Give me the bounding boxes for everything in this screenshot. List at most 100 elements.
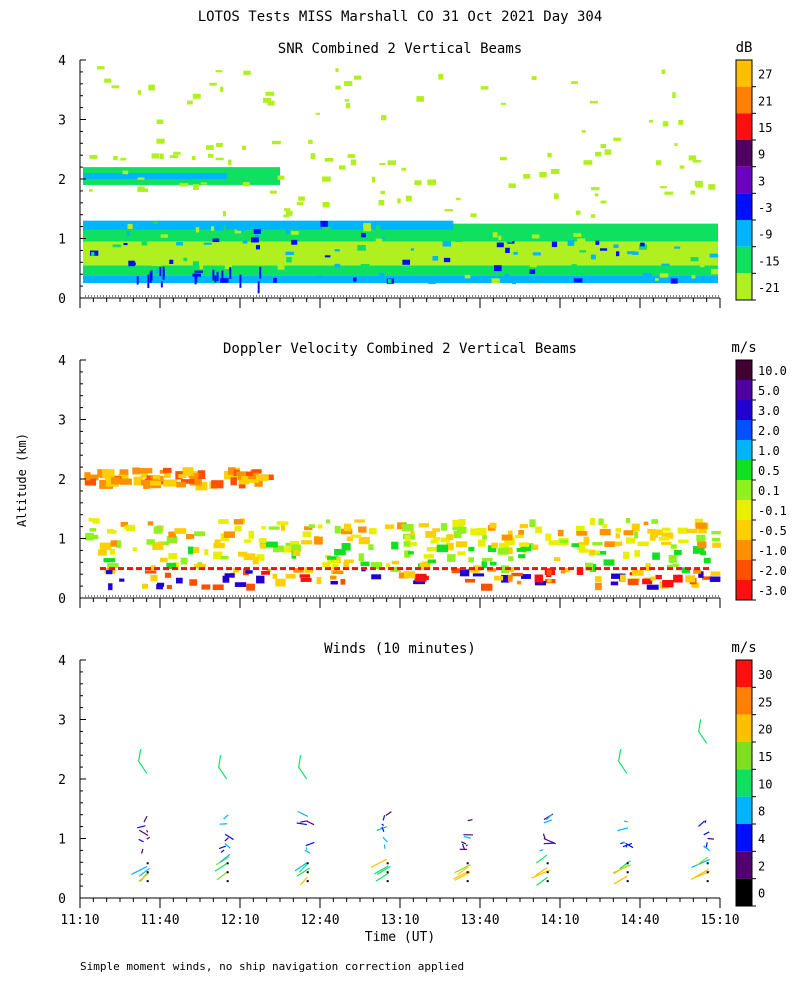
colorbar-frame — [735, 59, 753, 301]
wind-point — [466, 871, 469, 874]
doppler-cell — [433, 567, 439, 571]
snr-speckle — [169, 155, 179, 159]
wind-point — [226, 862, 229, 865]
doppler-cell — [693, 569, 702, 574]
doppler-cell — [534, 580, 547, 586]
doppler-cell — [397, 567, 403, 571]
doppler-cell — [256, 575, 265, 584]
snr-speckle — [376, 225, 381, 231]
doppler-cell — [658, 567, 664, 571]
doppler-cell — [325, 567, 331, 571]
colorbar-frame — [735, 659, 753, 907]
snr-speckle — [674, 246, 681, 249]
doppler-cell — [391, 560, 400, 565]
wind-barb — [146, 829, 149, 833]
doppler-cell — [645, 563, 651, 572]
colorbar-swatch — [736, 500, 752, 520]
doppler-cell — [497, 548, 509, 555]
doppler-cell — [401, 524, 414, 532]
doppler-cell — [560, 570, 566, 574]
doppler-cell — [109, 567, 115, 571]
snr-speckle — [380, 190, 386, 195]
doppler-cell — [476, 527, 487, 536]
wind-barb — [224, 837, 229, 842]
x-tick-label: 15:10 — [700, 913, 739, 928]
doppler-cell — [236, 471, 245, 477]
snr-speckle — [491, 278, 500, 284]
wind-barb — [300, 820, 308, 823]
doppler-cell — [595, 551, 607, 555]
doppler-cell — [696, 534, 706, 542]
snr-speckle — [91, 251, 95, 257]
doppler-cell — [691, 582, 700, 588]
doppler-cell — [459, 569, 470, 577]
doppler-cell — [595, 576, 602, 582]
doppler-cell — [146, 539, 155, 545]
wind-barb — [622, 842, 633, 848]
doppler-cell — [168, 552, 178, 560]
snr-speckle — [130, 262, 136, 266]
snr-speckle — [162, 269, 165, 277]
snr-speckle — [573, 278, 583, 283]
doppler-cell — [487, 545, 497, 553]
doppler-cell — [238, 481, 246, 489]
doppler-cell — [334, 548, 346, 556]
wind-point — [386, 871, 389, 874]
snr-speckle — [205, 145, 214, 150]
wind-barb — [467, 819, 473, 822]
doppler-cell — [627, 578, 639, 586]
wind-barb — [454, 871, 471, 881]
snr-speckle — [159, 153, 164, 160]
doppler-cell — [308, 524, 315, 528]
doppler-cell — [110, 477, 120, 485]
doppler-cell — [292, 550, 301, 557]
colorbar-swatch — [736, 714, 752, 742]
doppler-cell — [646, 584, 659, 590]
snr-speckle — [176, 242, 184, 246]
snr-speckle — [513, 251, 518, 255]
colorbar-label: -3.0 — [758, 584, 787, 598]
snr-speckle — [444, 209, 454, 212]
doppler-cell — [423, 554, 434, 559]
y-tick-label: 3 — [58, 714, 66, 729]
doppler-cell — [631, 570, 644, 576]
snr-speckle — [201, 276, 210, 280]
winds-panel: 0 1 2 3 4 11:10 11:40 12:10 12:40 13:10 13:40 14:10… — [58, 640, 772, 928]
x-tick-label: 14:40 — [620, 913, 659, 928]
doppler-cell — [316, 567, 322, 571]
doppler-cell — [180, 557, 188, 565]
snr-speckle — [654, 278, 659, 281]
doppler-cell — [343, 523, 352, 532]
colorbar-swatch — [736, 851, 752, 879]
doppler-cell — [140, 479, 153, 486]
doppler-cell — [427, 559, 436, 564]
doppler-cell — [413, 580, 426, 585]
doppler-cell — [280, 524, 286, 531]
snr-speckle — [567, 240, 575, 246]
doppler-cell — [514, 534, 524, 539]
doppler-cell — [118, 473, 129, 481]
doppler-cell — [425, 530, 436, 538]
snr-speckle — [360, 264, 370, 269]
wind-barb — [298, 863, 308, 873]
snr-speckle — [173, 151, 181, 155]
doppler-cell — [404, 550, 411, 558]
doppler-cell — [285, 574, 296, 579]
snr-speckle — [127, 223, 133, 229]
doppler-cell — [163, 567, 169, 571]
doppler-cell — [603, 559, 615, 566]
colorbar-swatch — [736, 60, 752, 87]
snr-speckle — [220, 278, 229, 283]
doppler-cell — [478, 567, 484, 571]
y-tick-label: 4 — [58, 654, 66, 669]
snr-speckle — [571, 264, 577, 268]
doppler-cell — [144, 570, 157, 574]
doppler-cell — [334, 567, 340, 571]
snr-speckle — [402, 259, 411, 265]
doppler-cell — [85, 532, 95, 541]
doppler-cell — [613, 567, 619, 571]
doppler-cell — [409, 542, 417, 547]
doppler-cell — [686, 528, 698, 534]
doppler-cell — [260, 543, 267, 549]
snr-speckle — [523, 174, 531, 179]
